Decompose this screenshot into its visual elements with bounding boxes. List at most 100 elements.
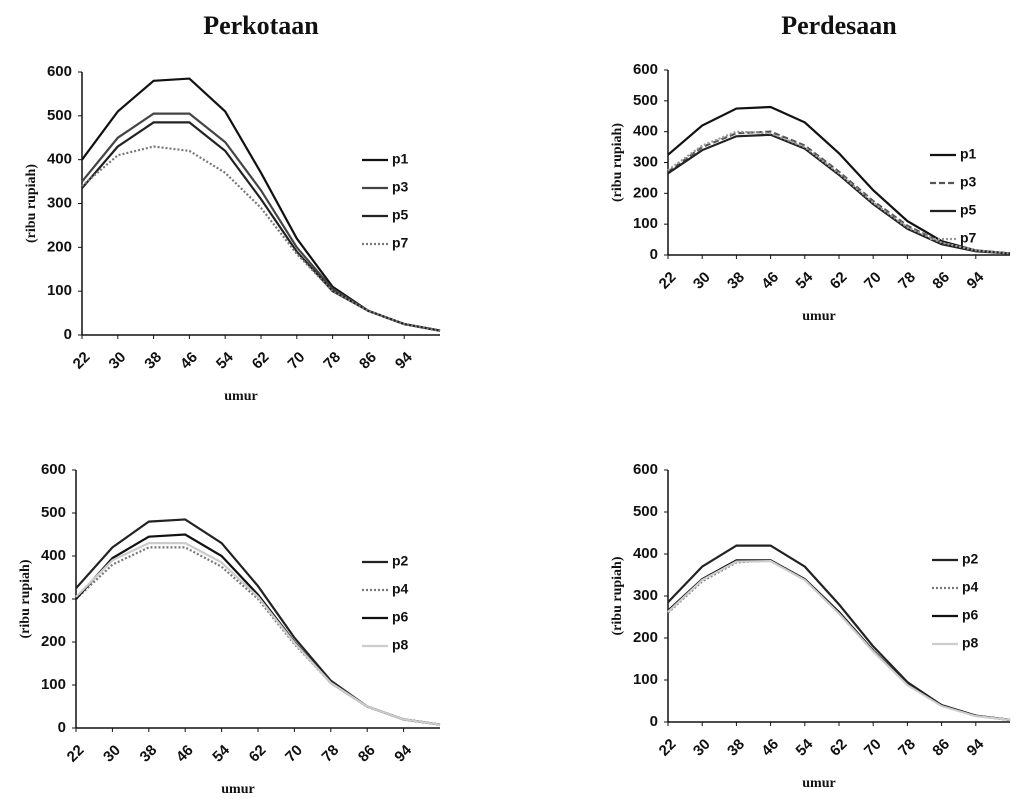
legend-label: p1 <box>392 151 409 167</box>
x-tick-label: 62 <box>249 349 273 373</box>
series-line <box>667 130 1011 255</box>
x-tick-label: 46 <box>177 349 201 373</box>
y-tick-label: 600 <box>633 461 658 478</box>
x-tick-label: 54 <box>209 741 233 765</box>
legend-label: p5 <box>392 207 409 223</box>
x-tick-label: 70 <box>861 736 885 760</box>
y-tick-label: 600 <box>41 461 66 478</box>
x-tick-label: 22 <box>64 742 88 766</box>
x-tick-label: 62 <box>827 736 851 760</box>
y-tick-label: 600 <box>633 61 658 78</box>
x-axis-label: umur <box>224 389 257 404</box>
y-tick-label: 200 <box>633 184 658 201</box>
series-line <box>81 112 441 332</box>
x-tick-label: 70 <box>282 742 306 766</box>
x-tick-label: 22 <box>656 736 680 760</box>
x-tick-label: 22 <box>656 269 680 293</box>
x-tick-label: 86 <box>929 269 953 293</box>
legend-label: p1 <box>960 146 977 162</box>
y-tick-label: 300 <box>47 194 72 211</box>
x-tick-label: 70 <box>861 269 885 293</box>
y-tick-label: 400 <box>633 123 658 140</box>
x-tick-label: 54 <box>793 735 817 759</box>
chart-title: Perkotaan <box>203 11 319 40</box>
x-axis-label: umur <box>802 776 835 791</box>
x-tick-label: 54 <box>213 348 237 372</box>
y-axis-label: (ribu rupiah) <box>610 556 625 635</box>
y-tick-label: 300 <box>41 590 66 607</box>
y-tick-label: 200 <box>41 633 66 650</box>
y-tick-label: 300 <box>633 153 658 170</box>
y-tick-label: 300 <box>633 587 658 604</box>
x-tick-label: 22 <box>70 349 94 373</box>
y-tick-label: 0 <box>64 326 72 343</box>
x-tick-label: 86 <box>355 742 379 766</box>
x-tick-label: 78 <box>320 349 344 373</box>
y-tick-label: 500 <box>633 503 658 520</box>
series-line <box>75 546 441 726</box>
x-tick-label: 30 <box>100 742 124 766</box>
legend-label: p8 <box>392 637 409 653</box>
legend-label: p3 <box>392 179 409 195</box>
legend-label: p6 <box>962 607 979 623</box>
x-tick-label: 38 <box>137 742 161 766</box>
y-axis-label: (ribu rupiah) <box>610 123 625 202</box>
y-tick-label: 500 <box>633 92 658 109</box>
x-tick-label: 70 <box>285 349 309 373</box>
y-tick-label: 500 <box>47 107 72 124</box>
x-tick-label: 78 <box>895 736 919 760</box>
y-tick-label: 100 <box>633 215 658 232</box>
legend-label: p4 <box>392 581 409 597</box>
series-line <box>667 559 1011 721</box>
x-tick-label: 62 <box>246 742 270 766</box>
series-line <box>81 77 441 332</box>
y-tick-label: 0 <box>650 713 658 730</box>
x-tick-label: 30 <box>690 736 714 760</box>
chart-title: Perdesaan <box>781 11 897 40</box>
x-tick-label: 38 <box>724 269 748 293</box>
series-line <box>667 133 1011 255</box>
x-tick-label: 30 <box>690 269 714 293</box>
x-tick-label: 86 <box>356 349 380 373</box>
x-tick-label: 46 <box>758 736 782 760</box>
x-tick-label: 46 <box>758 269 782 293</box>
series-line <box>667 560 1011 721</box>
legend-label: p8 <box>962 635 979 651</box>
x-tick-label: 78 <box>895 269 919 293</box>
x-tick-label: 78 <box>319 742 343 766</box>
x-tick-label: 86 <box>929 736 953 760</box>
series-line <box>75 518 441 726</box>
y-axis-label: (ribu rupiah) <box>18 559 33 638</box>
y-tick-label: 0 <box>58 719 66 736</box>
y-tick-label: 500 <box>41 504 66 521</box>
y-tick-label: 400 <box>41 547 66 564</box>
x-tick-label: 62 <box>827 269 851 293</box>
legend-label: p3 <box>960 174 977 190</box>
legend-label: p7 <box>392 235 409 251</box>
x-tick-label: 38 <box>141 349 165 373</box>
x-tick-label: 30 <box>106 349 130 373</box>
series-line <box>667 105 1011 255</box>
x-tick-label: 38 <box>724 736 748 760</box>
series-line <box>81 121 441 332</box>
x-tick-label: 46 <box>173 742 197 766</box>
y-tick-label: 100 <box>47 282 72 299</box>
x-tick-label: 94 <box>391 741 415 765</box>
x-tick-label: 94 <box>964 268 988 292</box>
y-tick-label: 100 <box>41 676 66 693</box>
y-tick-label: 200 <box>47 238 72 255</box>
legend-label: p6 <box>392 609 409 625</box>
y-tick-label: 400 <box>47 151 72 168</box>
legend-label: p2 <box>392 553 409 569</box>
series-line <box>667 559 1011 721</box>
series-line <box>667 130 1011 255</box>
series-line <box>75 542 441 726</box>
y-tick-label: 0 <box>650 246 658 263</box>
y-axis-label: (ribu rupiah) <box>24 164 39 243</box>
x-tick-label: 94 <box>392 348 416 372</box>
x-axis-label: umur <box>221 782 254 797</box>
x-axis-label: umur <box>802 309 835 324</box>
y-tick-label: 100 <box>633 671 658 688</box>
legend-label: p7 <box>960 230 977 246</box>
